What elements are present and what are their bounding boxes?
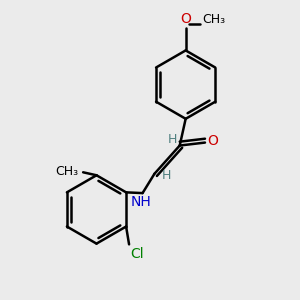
Text: CH₃: CH₃ (56, 165, 79, 178)
Text: O: O (207, 134, 218, 148)
Text: H: H (168, 133, 177, 146)
Text: H: H (162, 169, 171, 182)
Text: Cl: Cl (130, 247, 144, 261)
Text: CH₃: CH₃ (202, 13, 225, 26)
Text: NH: NH (131, 196, 152, 209)
Text: O: O (180, 12, 191, 26)
